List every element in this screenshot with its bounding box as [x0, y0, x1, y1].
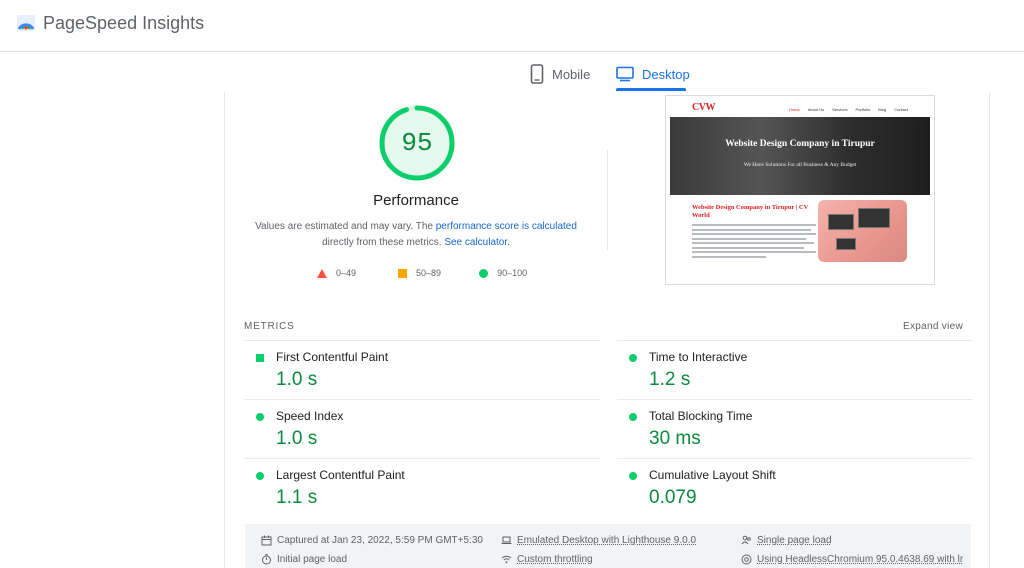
- legend-average: 50–89: [398, 268, 441, 278]
- single-page-load-text: Single page load: [757, 534, 832, 546]
- legend-pass-label: 90–100: [497, 268, 528, 278]
- circle-pass-icon: [629, 413, 637, 421]
- tab-desktop-label: Desktop: [642, 66, 690, 82]
- preview-menu-item: Home: [789, 107, 800, 112]
- metric-value: 1.2 s: [649, 369, 691, 390]
- metric-value: 0.079: [649, 487, 697, 508]
- metric-value: 30 ms: [649, 428, 701, 449]
- stopwatch-icon: [262, 553, 271, 564]
- app-title: PageSpeed Insights: [43, 12, 205, 33]
- gauge-divider: [607, 150, 608, 250]
- triangle-fail-icon: [317, 268, 327, 278]
- active-tab-indicator: [616, 88, 686, 91]
- page-screenshot-preview: CVW Home About Us Services Portfolio Blo…: [665, 95, 935, 285]
- expand-view-button[interactable]: Expand view: [903, 321, 963, 332]
- throttling-text: Custom throttling: [517, 553, 593, 565]
- preview-nav: CVW Home About Us Services Portfolio Blo…: [666, 96, 934, 116]
- metric-largest-contentful-paint: Largest Contentful Paint 1.1 s: [244, 458, 600, 516]
- metric-label: Largest Contentful Paint: [276, 468, 405, 482]
- legend-fail-label: 0–49: [336, 268, 357, 278]
- metric-value: 1.0 s: [276, 369, 318, 390]
- description-text: Values are estimated and may vary. The: [255, 221, 436, 232]
- score-legend: 0–49 50–89 90–100: [317, 266, 549, 280]
- metrics-header: METRICS: [244, 321, 295, 332]
- metric-label: Cumulative Layout Shift: [649, 468, 776, 482]
- metric-value: 1.1 s: [276, 487, 318, 508]
- tab-desktop[interactable]: Desktop: [616, 58, 690, 90]
- preview-body-title: Website Design Company in Tirupur | CV W…: [692, 204, 809, 219]
- mobile-phone-icon: [530, 64, 544, 84]
- circle-pass-icon: [629, 354, 637, 362]
- circle-pass-icon: [256, 413, 264, 421]
- runtime-settings: Captured at Jan 23, 2022, 5:59 PM GMT+5:…: [245, 524, 971, 568]
- tab-mobile[interactable]: Mobile: [530, 58, 590, 90]
- emulated-device-text: Emulated Desktop with Lighthouse 9.0.0: [517, 534, 696, 546]
- preview-hero: Website Design Company in Tirupur We Hav…: [670, 117, 930, 195]
- square-pass-icon: [256, 354, 264, 362]
- people-icon: [741, 535, 751, 544]
- emulated-device[interactable]: Emulated Desktop with Lighthouse 9.0.0: [501, 533, 696, 547]
- score-calculated-link[interactable]: performance score is calculated: [435, 221, 577, 232]
- browser-info-text: Using HeadlessChromium 95.0.4638.69 with…: [757, 553, 964, 565]
- preview-menu-item: About Us: [807, 107, 825, 112]
- top-bar: PageSpeed Insights: [0, 0, 1024, 52]
- circle-pass-icon: [629, 472, 637, 480]
- legend-average-label: 50–89: [416, 268, 442, 278]
- preview-menu-item: Portfolio: [855, 107, 871, 112]
- performance-title: Performance: [373, 192, 459, 209]
- performance-gauge-area: 95 Performance Values are estimated and …: [225, 92, 607, 302]
- legend-pass: 90–100: [479, 268, 527, 278]
- metric-first-contentful-paint: First Contentful Paint 1.0 s: [244, 340, 600, 398]
- square-average-icon: [398, 268, 408, 278]
- wifi-icon: [501, 555, 512, 563]
- performance-score: 95: [401, 128, 433, 158]
- browser-info[interactable]: Using HeadlessChromium 95.0.4638.69 with…: [741, 552, 963, 566]
- metric-label: First Contentful Paint: [276, 350, 389, 364]
- laptop-icon: [501, 536, 512, 544]
- preview-menu-item: Blog: [878, 107, 887, 112]
- preview-hero-title: Website Design Company in Tirupur: [725, 139, 875, 149]
- metric-label: Time to Interactive: [649, 350, 748, 364]
- throttling[interactable]: Custom throttling: [501, 552, 593, 566]
- preview-logo: CVW: [692, 102, 715, 113]
- initial-page-load: Initial page load: [261, 552, 347, 566]
- preview-hero-subtitle: We Have Solutions For all Business & Any…: [743, 162, 857, 168]
- captured-at-text: Captured at Jan 23, 2022, 5:59 PM GMT+5:…: [277, 534, 483, 546]
- calendar-icon: [261, 535, 272, 545]
- preview-hero-image: [818, 200, 907, 262]
- metric-label: Total Blocking Time: [649, 409, 753, 423]
- app-logo[interactable]: PageSpeed Insights: [15, 12, 204, 34]
- metric-label: Speed Index: [276, 409, 344, 423]
- preview-menu-item: Contact: [894, 107, 908, 112]
- performance-gauge: [379, 105, 455, 181]
- single-page-load[interactable]: Single page load: [741, 533, 832, 547]
- preview-menu: Home About Us Services Portfolio Blog Co…: [781, 107, 908, 112]
- performance-description: Values are estimated and may vary. The p…: [255, 219, 577, 251]
- circle-pass-icon: [256, 472, 264, 480]
- metric-total-blocking-time: Total Blocking Time 30 ms: [617, 399, 973, 457]
- device-tabs: Mobile Desktop: [0, 58, 1024, 92]
- initial-page-load-text: Initial page load: [277, 553, 348, 565]
- circle-pass-icon: [479, 268, 489, 278]
- description-text-2: directly from these metrics.: [322, 237, 445, 248]
- tab-mobile-label: Mobile: [552, 66, 591, 82]
- desktop-monitor-icon: [616, 66, 634, 82]
- preview-body-text: [692, 224, 816, 260]
- chromium-icon: [741, 554, 752, 564]
- metric-cumulative-layout-shift: Cumulative Layout Shift 0.079: [617, 458, 973, 516]
- pagespeed-logo-icon: [17, 15, 35, 31]
- legend-fail: 0–49: [317, 268, 356, 278]
- preview-menu-item: Services: [832, 107, 848, 112]
- captured-at: Captured at Jan 23, 2022, 5:59 PM GMT+5:…: [261, 533, 483, 547]
- see-calculator-link[interactable]: See calculator.: [444, 237, 510, 248]
- metric-speed-index: Speed Index 1.0 s: [244, 399, 600, 457]
- metric-value: 1.0 s: [276, 428, 318, 449]
- metric-time-to-interactive: Time to Interactive 1.2 s: [617, 340, 973, 398]
- report-panel: 95 Performance Values are estimated and …: [224, 92, 990, 568]
